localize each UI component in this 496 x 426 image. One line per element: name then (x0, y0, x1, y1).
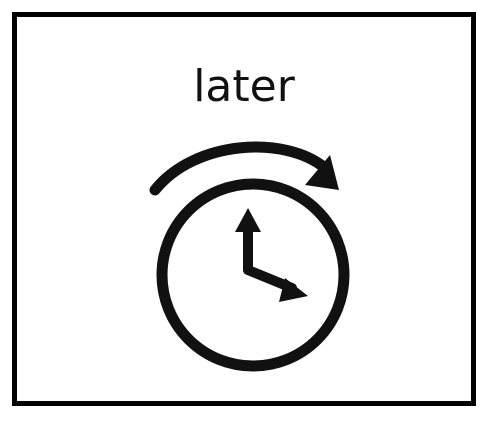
forward-arrow-arc (149, 141, 331, 196)
forward-arrow-head (305, 155, 339, 190)
clock-hand-diagonal-head (279, 278, 308, 302)
card-label: later (193, 61, 295, 112)
pictogram-card: later (12, 12, 476, 406)
clock-hand-vertical-head (235, 208, 261, 232)
clock-face (156, 178, 350, 372)
